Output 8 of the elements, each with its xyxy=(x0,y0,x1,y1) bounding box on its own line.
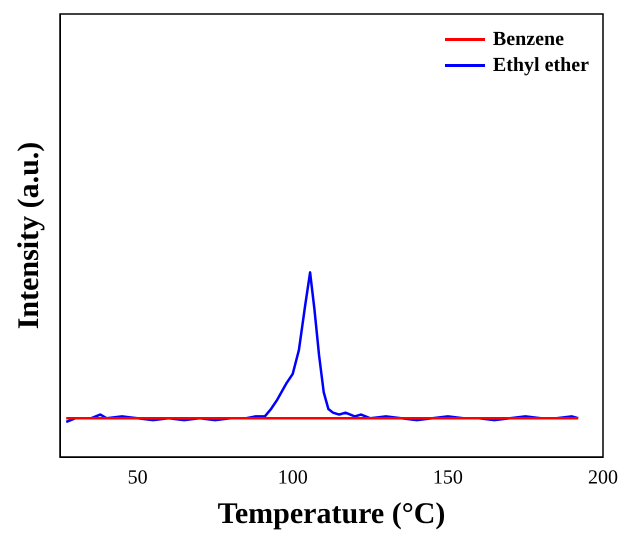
legend-label: Ethyl ether xyxy=(492,53,589,78)
y-axis-title: Intensity (a.u.) xyxy=(12,142,45,330)
x-tick-label: 200 xyxy=(588,466,618,488)
x-tick-label: 50 xyxy=(128,466,148,488)
x-tick-label: 100 xyxy=(278,466,308,488)
x-axis-title: Temperature (°C) xyxy=(218,496,446,530)
legend-label: Benzene xyxy=(492,27,564,52)
x-tick-label: 150 xyxy=(432,466,463,488)
